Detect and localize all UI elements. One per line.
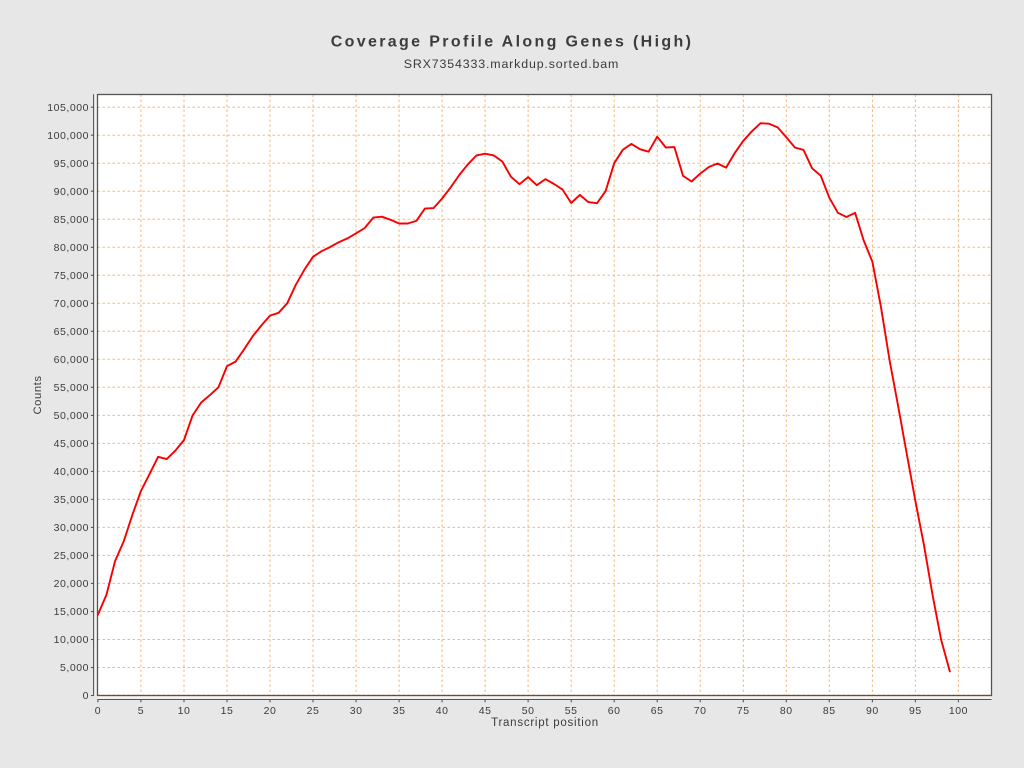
svg-text:45: 45 <box>479 705 492 717</box>
svg-text:90: 90 <box>866 705 879 717</box>
svg-text:100: 100 <box>949 705 968 717</box>
svg-text:0: 0 <box>95 705 101 717</box>
svg-text:10: 10 <box>178 705 191 717</box>
svg-text:20: 20 <box>264 705 277 717</box>
svg-text:95: 95 <box>909 705 922 717</box>
svg-text:95,000: 95,000 <box>54 158 89 170</box>
svg-text:10,000: 10,000 <box>54 634 89 646</box>
svg-text:55: 55 <box>565 705 578 717</box>
svg-text:SRX7354333.markdup.sorted.bam: SRX7354333.markdup.sorted.bam <box>404 57 619 71</box>
svg-text:30: 30 <box>350 705 363 717</box>
svg-text:80: 80 <box>780 705 793 717</box>
svg-text:100,000: 100,000 <box>47 130 89 142</box>
svg-text:35: 35 <box>393 705 406 717</box>
svg-text:15: 15 <box>221 705 234 717</box>
svg-text:5: 5 <box>138 705 144 717</box>
svg-text:40: 40 <box>436 705 449 717</box>
svg-text:60,000: 60,000 <box>54 354 89 366</box>
svg-text:50,000: 50,000 <box>54 410 89 422</box>
svg-text:80,000: 80,000 <box>54 242 89 254</box>
svg-text:70: 70 <box>694 705 707 717</box>
svg-text:45,000: 45,000 <box>54 438 89 450</box>
svg-text:35,000: 35,000 <box>54 494 89 506</box>
svg-text:20,000: 20,000 <box>54 578 89 590</box>
svg-text:5,000: 5,000 <box>60 662 89 674</box>
svg-text:Counts: Counts <box>32 375 44 414</box>
svg-text:15,000: 15,000 <box>54 606 89 618</box>
svg-text:70,000: 70,000 <box>54 298 89 310</box>
svg-text:65: 65 <box>651 705 664 717</box>
svg-text:Transcript position: Transcript position <box>491 717 599 729</box>
svg-text:25: 25 <box>307 705 320 717</box>
svg-text:75,000: 75,000 <box>54 270 89 282</box>
svg-text:85,000: 85,000 <box>54 214 89 226</box>
svg-text:40,000: 40,000 <box>54 466 89 478</box>
svg-text:65,000: 65,000 <box>54 326 89 338</box>
svg-text:0: 0 <box>83 690 89 702</box>
svg-text:75: 75 <box>737 705 750 717</box>
svg-text:105,000: 105,000 <box>47 102 89 114</box>
svg-text:25,000: 25,000 <box>54 550 89 562</box>
svg-text:85: 85 <box>823 705 836 717</box>
svg-text:50: 50 <box>522 705 535 717</box>
svg-text:90,000: 90,000 <box>54 186 89 198</box>
svg-text:55,000: 55,000 <box>54 382 89 394</box>
svg-text:Coverage Profile Along Genes (: Coverage Profile Along Genes (High) <box>331 33 694 50</box>
svg-text:30,000: 30,000 <box>54 522 89 534</box>
svg-text:60: 60 <box>608 705 621 717</box>
